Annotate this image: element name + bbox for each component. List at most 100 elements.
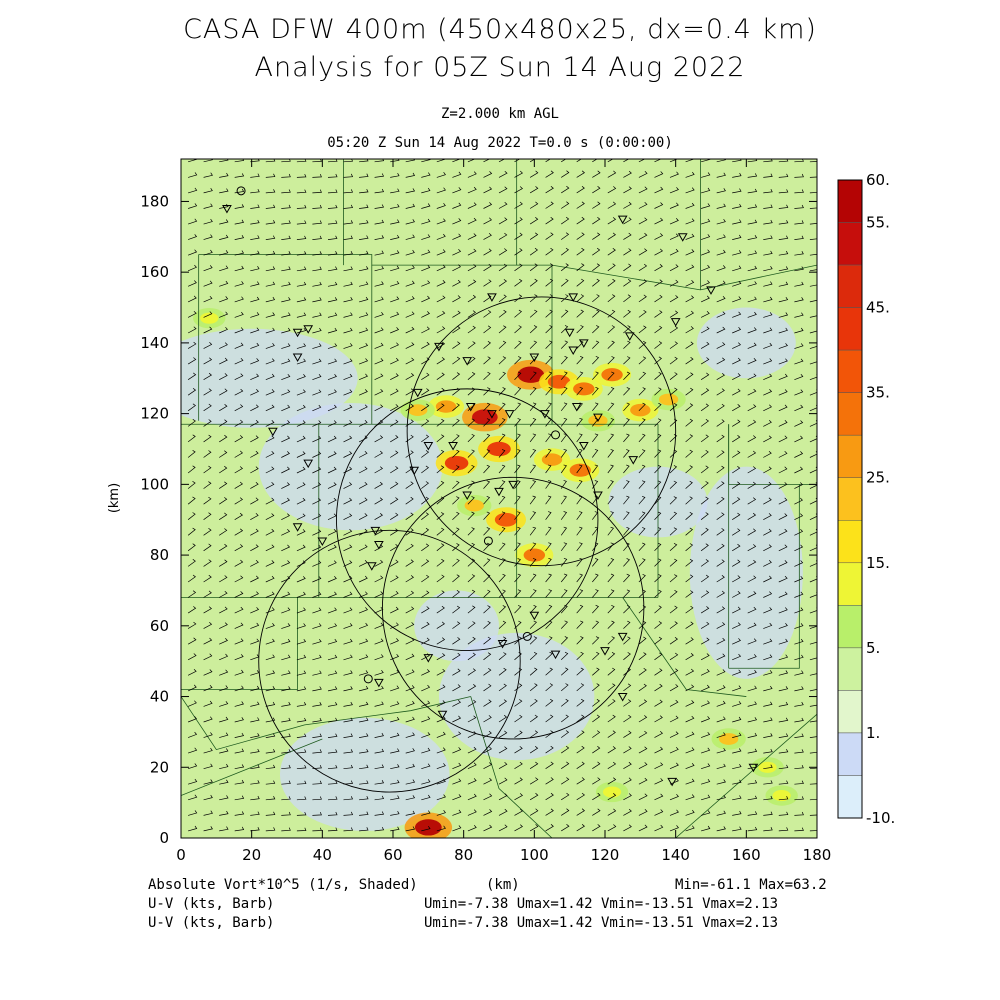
- wind-barb: [250, 481, 259, 489]
- wind-barb: [343, 466, 353, 474]
- y-axis-label: (km): [107, 483, 122, 513]
- wind-barb: [312, 607, 322, 614]
- wind-barb: [623, 418, 630, 427]
- wind-barb: [343, 607, 353, 614]
- colorbar-bin: [837, 732, 863, 776]
- wind-barb: [358, 607, 368, 614]
- county-boundary: [728, 484, 800, 669]
- wind-barb: [747, 311, 757, 318]
- wind-barb: [234, 512, 244, 521]
- wind-barb: [405, 326, 415, 334]
- wind-barb: [312, 327, 322, 334]
- wind-barb: [359, 811, 369, 816]
- wind-barb: [312, 733, 322, 738]
- wind-barb: [203, 606, 212, 614]
- wind-barb: [390, 296, 400, 303]
- wind-barb: [576, 698, 585, 707]
- wind-barb: [545, 495, 552, 505]
- wind-barb: [327, 749, 338, 754]
- vector-stats-2: Umin=-7.38 Umax=1.42 Vmin=-13.51 Vmax=2.…: [424, 915, 779, 931]
- wind-barb: [763, 266, 773, 272]
- station-marker: [497, 639, 508, 649]
- county-boundary: [181, 738, 323, 796]
- wind-barb: [483, 699, 492, 707]
- wind-barb: [669, 295, 679, 303]
- wind-barb: [343, 575, 353, 583]
- wind-barb: [219, 234, 229, 240]
- wind-barb: [638, 159, 646, 163]
- wind-barb: [483, 495, 491, 505]
- wind-barb: [607, 777, 617, 785]
- wind-barb: [281, 749, 291, 754]
- wind-barb: [467, 496, 475, 505]
- station-marker: [508, 480, 518, 490]
- wind-barb: [187, 637, 197, 645]
- wind-barb: [592, 651, 600, 661]
- wind-barb: [234, 404, 244, 412]
- wind-barb: [794, 764, 804, 770]
- wind-barb: [203, 295, 213, 303]
- wind-barb: [669, 778, 679, 785]
- wind-barb: [421, 732, 431, 738]
- wind-barb: [794, 420, 804, 427]
- wind-barb: [685, 434, 694, 443]
- wind-barb: [529, 480, 537, 489]
- wind-barb: [281, 701, 291, 707]
- wind-barb: [390, 450, 399, 458]
- wind-barb: [281, 189, 291, 194]
- wind-barb: [359, 827, 369, 832]
- wind-barb: [296, 529, 306, 536]
- wind-barb: [483, 449, 491, 458]
- wind-barb: [794, 575, 804, 583]
- wind-barb: [234, 219, 245, 225]
- wind-barb: [529, 464, 537, 474]
- wind-barb: [716, 280, 726, 287]
- wind-barb: [436, 218, 446, 225]
- wind-barb: [576, 526, 583, 536]
- wind-barb: [654, 652, 663, 661]
- wind-barb: [560, 730, 570, 738]
- wind-barb: [747, 358, 757, 365]
- wind-barb: [343, 764, 354, 770]
- wind-barb: [405, 779, 416, 785]
- wind-barb: [607, 248, 616, 256]
- wind-barb: [343, 435, 353, 443]
- wind-barb: [405, 234, 415, 240]
- vorticity-cell: [573, 382, 595, 396]
- wind-barb: [592, 386, 599, 396]
- wind-barb: [187, 621, 197, 629]
- wind-barb: [436, 590, 445, 598]
- wind-barb: [250, 591, 259, 598]
- wind-barb: [250, 389, 260, 396]
- wind-barb: [187, 249, 198, 256]
- wind-barb: [700, 543, 709, 552]
- station-marker: [374, 678, 384, 688]
- wind-barb: [794, 717, 804, 723]
- wind-barb: [669, 511, 678, 520]
- wind-barb: [219, 296, 229, 303]
- wind-barb: [312, 749, 322, 754]
- wind-barb: [452, 248, 462, 256]
- wind-barb: [343, 189, 354, 194]
- wind-barb: [421, 326, 430, 334]
- wind-barb: [405, 188, 416, 194]
- wind-barb: [187, 372, 197, 380]
- wind-barb: [607, 808, 617, 816]
- wind-barb: [219, 172, 229, 178]
- wind-barb: [203, 574, 212, 583]
- wind-barb: [778, 796, 789, 801]
- wind-barb: [529, 371, 537, 380]
- wind-barb: [638, 636, 647, 645]
- wind-barb: [607, 371, 615, 380]
- wind-barb: [638, 480, 646, 489]
- wind-barb: [390, 811, 400, 816]
- wind-barb: [607, 263, 616, 272]
- wind-barb: [374, 188, 385, 194]
- wind-barb: [405, 575, 415, 583]
- wind-barb: [763, 701, 773, 707]
- wind-barb: [219, 685, 229, 692]
- wind-barb: [187, 606, 197, 614]
- wind-barb: [560, 589, 568, 598]
- wind-barb: [234, 235, 245, 240]
- wind-barb: [654, 402, 662, 412]
